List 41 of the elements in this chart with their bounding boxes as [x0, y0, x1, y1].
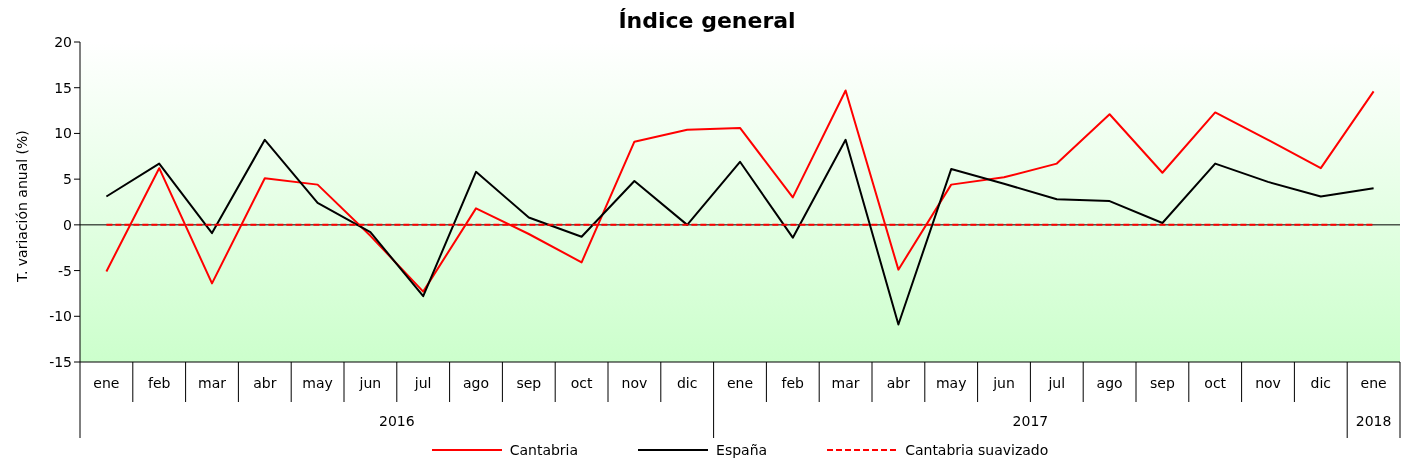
x-tick-label: oct	[1204, 375, 1227, 391]
x-tick-label: jul	[413, 375, 432, 391]
x-tick-label: mar	[198, 375, 227, 391]
x-tick-label: ene	[93, 375, 120, 391]
x-tick-label: dic	[676, 375, 698, 391]
x-tick-label: sep	[1150, 375, 1175, 391]
legend-label: Cantabria	[509, 442, 579, 458]
y-tick-label: 15	[54, 79, 72, 96]
y-tick-label: -10	[49, 308, 72, 325]
y-tick-label: 20	[54, 33, 72, 50]
y-tick-label: 0	[63, 216, 72, 233]
x-tick-label: nov	[621, 375, 648, 391]
x-tick-label: ene	[726, 375, 754, 391]
x-tick-label: ago	[1096, 375, 1123, 391]
x-tick-label: dic	[1310, 375, 1332, 391]
x-tick-label: ene	[1360, 375, 1387, 391]
legend-label: España	[716, 442, 768, 458]
y-tick-label: -15	[49, 353, 72, 370]
x-tick-label: abr	[886, 375, 911, 391]
x-tick-label: sep	[516, 375, 542, 391]
text: 2018	[1355, 413, 1392, 429]
legend-label: Cantabria suavizado	[905, 442, 1049, 458]
x-tick-label: feb	[781, 375, 805, 391]
x-tick-label: may	[302, 375, 333, 391]
x-tick-label: feb	[147, 375, 171, 391]
chart-title: Índice general	[617, 8, 797, 33]
text: 2016	[378, 413, 415, 429]
x-tick-label: oct	[570, 375, 593, 391]
y-tick-label: 5	[63, 171, 72, 188]
x-tick-label: jun	[358, 375, 382, 391]
y-tick-label: -5	[58, 262, 72, 279]
x-tick-label: ago	[462, 375, 490, 391]
x-tick-label: jun	[992, 375, 1015, 391]
x-tick-label: mar	[831, 375, 860, 391]
x-tick-label: abr	[253, 375, 277, 391]
y-axis-title: T. variación anual (%)	[13, 130, 30, 283]
y-tick-label: 10	[54, 125, 72, 142]
x-tick-label: may	[935, 375, 967, 391]
x-tick-label: nov	[1255, 375, 1281, 391]
x-tick-label: jul	[1047, 375, 1066, 391]
text: 2017	[1012, 413, 1049, 429]
